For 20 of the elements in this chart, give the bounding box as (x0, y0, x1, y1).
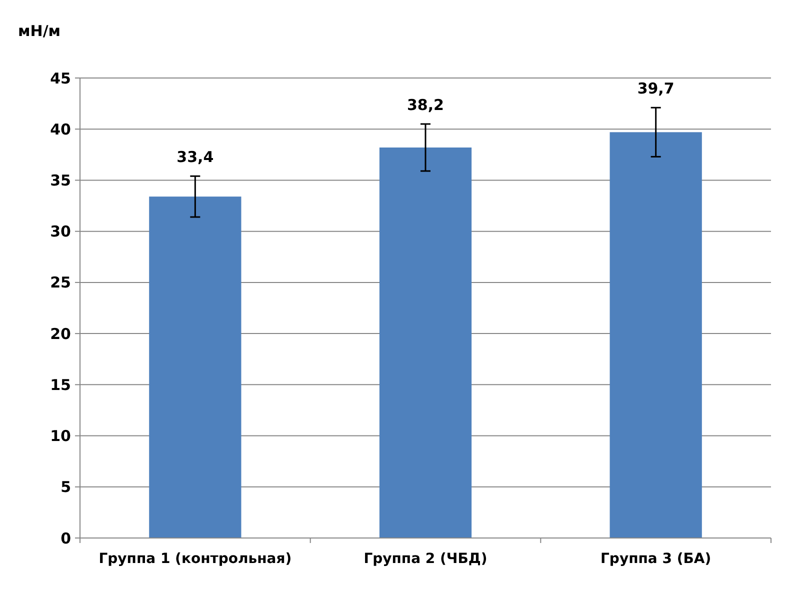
y-tick-label: 5 (60, 478, 71, 496)
bar (610, 132, 702, 538)
y-tick-label: 40 (50, 120, 71, 138)
bar (379, 148, 472, 538)
bar (149, 196, 242, 538)
y-tick-label: 15 (50, 376, 71, 394)
y-tick-label: 45 (50, 69, 71, 88)
y-tick-label: 20 (50, 324, 71, 343)
y-tick-label: 30 (50, 222, 71, 241)
x-tick-label: Группа 1 (контрольная) (98, 551, 292, 567)
x-tick-label: Группа 3 (БА) (600, 551, 712, 567)
y-axis-title: мН/м (18, 22, 61, 40)
y-tick-label: 10 (50, 427, 71, 446)
x-tick-label: Группа 2 (ЧБД) (364, 551, 488, 567)
y-tick-label: 35 (50, 171, 71, 190)
data-label: 39,7 (637, 80, 674, 98)
data-label: 38,2 (406, 96, 444, 114)
y-tick-label: 0 (60, 529, 71, 548)
y-tick-label: 25 (50, 274, 71, 292)
data-label: 33,4 (176, 148, 214, 166)
